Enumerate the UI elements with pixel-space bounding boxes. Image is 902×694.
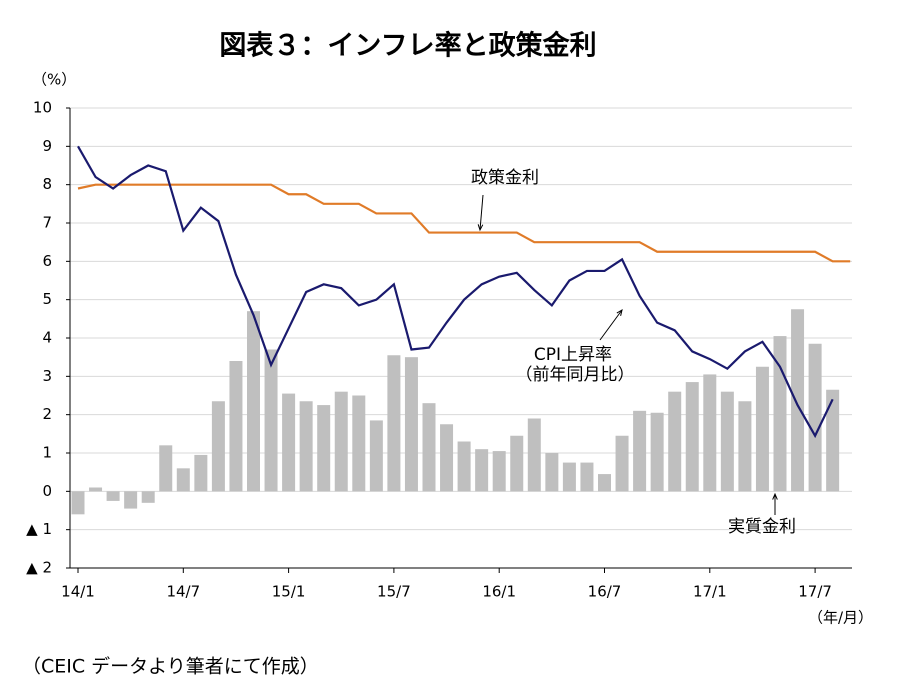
bar <box>299 401 313 492</box>
y-tick-label: 5 <box>42 290 52 308</box>
x-unit: （年/月） <box>808 609 873 627</box>
annotation: CPI上昇率 <box>534 345 612 365</box>
y-tick-label: ▲ 2 <box>26 559 52 577</box>
bar <box>562 462 576 492</box>
x-tick-label: 17/7 <box>798 583 832 601</box>
bar <box>633 410 647 492</box>
bar <box>141 491 155 503</box>
bar <box>229 361 243 492</box>
bar <box>106 491 120 501</box>
annotation-arrow <box>479 194 484 231</box>
chart-title: 図表３：インフレ率と政策金利 <box>219 30 596 62</box>
bar <box>755 366 769 492</box>
bar <box>387 355 401 492</box>
y-tick-label: 9 <box>42 137 52 155</box>
bar <box>247 311 260 492</box>
bar <box>352 395 366 492</box>
bar <box>89 487 103 492</box>
bar <box>334 391 348 492</box>
bar <box>791 309 805 492</box>
x-tick-label: 16/1 <box>482 583 516 601</box>
bar <box>808 343 822 492</box>
y-tick-label: 0 <box>42 482 52 500</box>
bar <box>211 401 225 492</box>
bar <box>194 454 208 492</box>
y-tick-label: 8 <box>42 175 52 193</box>
arrow-head <box>477 224 484 232</box>
annotation-arrow <box>599 309 623 341</box>
x-tick-label: 14/7 <box>166 583 200 601</box>
bar <box>440 424 454 492</box>
bar <box>703 374 717 492</box>
bar <box>510 435 524 492</box>
bar <box>264 349 278 492</box>
bar <box>369 420 383 492</box>
bar <box>615 435 629 492</box>
bar <box>685 382 699 492</box>
bar <box>71 491 85 515</box>
bar <box>404 357 418 492</box>
y-tick-label: 4 <box>42 329 52 347</box>
x-tick-label: 14/1 <box>61 583 95 601</box>
y-tick-label: 2 <box>42 405 52 423</box>
y-tick-label: ▲ 1 <box>26 520 52 538</box>
source-note: （CEIC データより筆者にて作成） <box>22 656 319 678</box>
bar <box>668 391 682 492</box>
x-tick-label: 16/7 <box>588 583 622 601</box>
x-tick-label: 15/7 <box>377 583 411 601</box>
bar <box>159 445 173 492</box>
bar <box>738 401 752 492</box>
bar <box>598 474 611 492</box>
y-tick-label: 3 <box>42 367 52 385</box>
bar <box>580 462 594 492</box>
y-unit: （%） <box>32 71 76 89</box>
bar <box>650 412 664 492</box>
line <box>77 183 851 263</box>
bar <box>124 491 138 509</box>
arrow-head <box>772 492 778 500</box>
bar <box>282 393 296 492</box>
bar <box>545 453 559 492</box>
bar <box>457 441 471 492</box>
bar <box>826 389 840 492</box>
bar <box>475 449 489 492</box>
bar <box>492 451 506 492</box>
annotation: 実質金利 <box>728 517 796 537</box>
y-tick-label: 1 <box>42 444 52 462</box>
y-tick-label: 7 <box>42 214 52 232</box>
y-tick-label: 6 <box>42 252 52 270</box>
bar <box>422 403 436 492</box>
line <box>77 145 834 439</box>
bar <box>720 391 734 492</box>
annotation: 政策金利 <box>471 168 539 188</box>
y-tick-label: 10 <box>33 99 52 117</box>
bar <box>176 468 190 492</box>
bar <box>317 405 331 492</box>
x-tick-label: 17/1 <box>693 583 727 601</box>
arrow-head <box>616 308 623 316</box>
annotation: （前年同月比） <box>516 365 635 385</box>
x-tick-label: 15/1 <box>272 583 306 601</box>
bar <box>527 418 541 492</box>
